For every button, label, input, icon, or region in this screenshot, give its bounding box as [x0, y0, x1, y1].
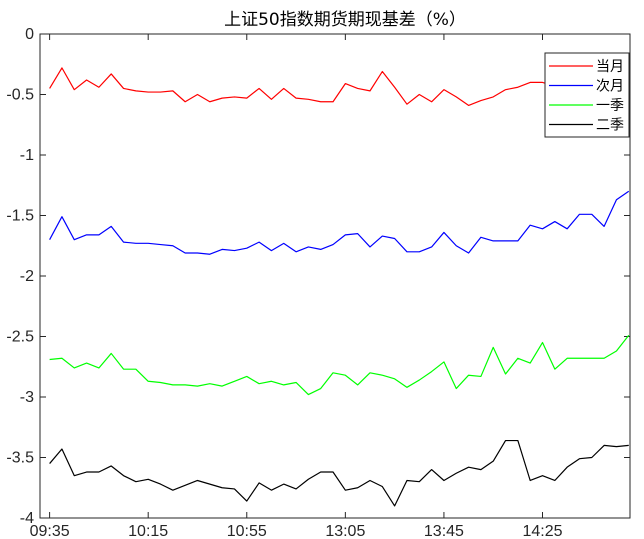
legend-box: [544, 52, 630, 138]
x-tick-label: 14:25: [522, 523, 562, 539]
y-tick-label: -2: [20, 268, 34, 285]
legend-label: 一季: [596, 98, 624, 114]
legend-label: 二季: [596, 118, 624, 134]
y-tick-label: -3: [20, 389, 34, 406]
x-tick-label: 10:15: [128, 523, 168, 539]
series-line-3: [49, 439, 629, 507]
y-tick-label: -4: [20, 510, 34, 527]
legend-label: 当月: [596, 59, 624, 75]
x-tick-label: 13:05: [325, 523, 365, 539]
y-tick-label: -3.5: [6, 450, 34, 467]
series-line-1: [49, 190, 630, 255]
x-tick-label: 09:35: [30, 523, 70, 539]
legend-label: 次月: [596, 79, 624, 95]
series-line-0: [49, 67, 629, 106]
y-tick-label: -2.5: [6, 329, 34, 346]
y-tick-label: -1.5: [6, 208, 34, 225]
x-tick-label: 13:45: [424, 523, 464, 539]
x-tick-label: 10:55: [227, 523, 267, 539]
y-tick-label: -0.5: [6, 87, 34, 104]
chart-title: 上证50指数期货期现基差（%）: [224, 10, 466, 30]
y-tick-label: 0: [25, 26, 34, 43]
series-line-2: [49, 334, 630, 396]
y-tick-label: -1: [20, 147, 34, 164]
